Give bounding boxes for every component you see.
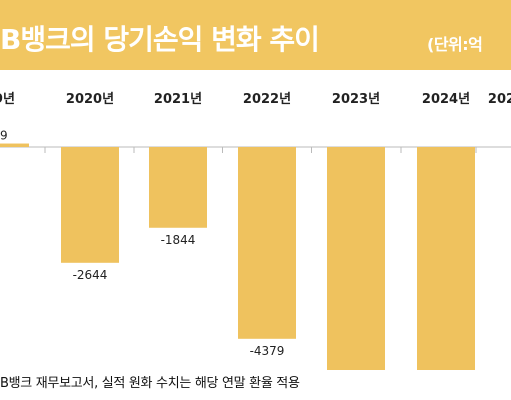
category-label: 2024년	[422, 92, 470, 107]
bar	[61, 147, 119, 263]
title-bar: B뱅크의 당기손익 변화 추이 (단위:억	[0, 0, 511, 70]
bar-chart: 19년 79 2020년 -2644 2021년 -1844 2022년 -4379 2023년…	[0, 92, 511, 370]
chart-title: B뱅크의 당기손익 변화 추이	[0, 23, 320, 56]
source-note: B뱅크 재무보고서, 실적 원화 수치는 해당 연말 환율 적용	[0, 376, 300, 391]
data-label: 79	[0, 129, 8, 143]
category-label: 2025	[488, 92, 511, 107]
bar	[327, 147, 385, 370]
bar	[0, 143, 29, 147]
category-label: 19년	[0, 92, 15, 107]
category-label: 2020년	[66, 92, 114, 107]
category-label: 2023년	[332, 92, 380, 107]
data-label: -1844	[161, 233, 196, 247]
category-label: 2021년	[154, 92, 202, 107]
bar	[149, 147, 207, 228]
unit-label: (단위:억	[427, 35, 483, 54]
data-label: -2644	[73, 268, 108, 282]
data-label: -4379	[250, 344, 285, 358]
bar	[417, 147, 475, 370]
bar	[238, 147, 296, 339]
category-label: 2022년	[243, 92, 291, 107]
